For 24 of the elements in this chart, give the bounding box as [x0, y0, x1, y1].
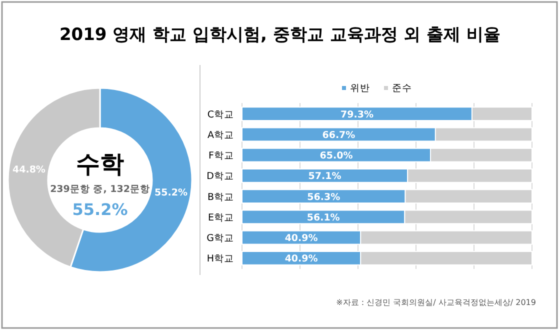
legend-label: 위반 — [350, 83, 370, 94]
data-label: 65.0% — [320, 150, 354, 162]
data-label: 66.7% — [322, 130, 356, 141]
y-tick-label: A학교 — [208, 130, 234, 141]
data-label: 56.1% — [306, 212, 340, 224]
y-tick-label: G학교 — [206, 233, 234, 244]
y-tick-label: F학교 — [208, 150, 234, 162]
data-label: 57.1% — [308, 171, 342, 182]
y-tick-label: D학교 — [206, 171, 234, 182]
y-tick-label: E학교 — [208, 212, 234, 224]
data-label: 55.2% — [154, 188, 188, 199]
y-tick-label: C학교 — [207, 109, 234, 120]
text: ※자료 : 신경민 국회의원실/ 사교육걱정없는세상/ 2019 — [336, 298, 536, 307]
data-label: 40.9% — [284, 233, 318, 244]
y-tick-label: H학교 — [206, 254, 234, 265]
data-label: 56.3% — [307, 192, 341, 203]
text: 239문항 중, 132문항 — [50, 184, 150, 195]
text: 55.2% — [72, 200, 128, 219]
data-label: 40.9% — [284, 254, 318, 265]
data-label: 79.3% — [340, 109, 374, 120]
text: 2019 영재 학교 입학시험, 중학교 교육과정 외 출제 비율 — [59, 25, 501, 45]
legend-label: 준수 — [392, 83, 412, 94]
y-tick-label: B학교 — [207, 192, 234, 203]
text: 수학 — [76, 150, 124, 178]
